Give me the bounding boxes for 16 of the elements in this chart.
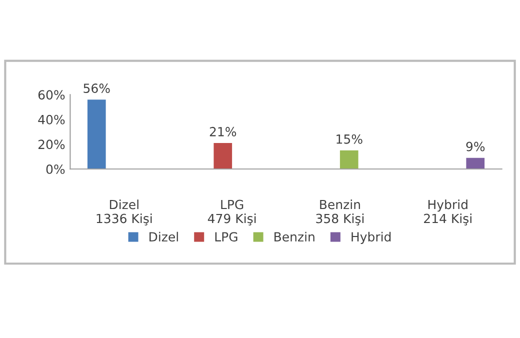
x-tick-label: Hybrid 214 Kişi	[424, 200, 472, 226]
x-tick-label: Benzin 358 Kişi	[316, 200, 364, 226]
legend-label: LPG	[215, 232, 238, 242]
data-label: 15%	[336, 134, 362, 144]
data-label: 56%	[84, 84, 110, 94]
x-tick-label: Dizel 1336 Kişi	[96, 200, 152, 226]
x-tick-label: LPG 479 Kişi	[208, 200, 256, 226]
data-label: 21%	[210, 126, 236, 136]
legend-label: Hybrid	[352, 232, 391, 244]
legend-label: Benzin	[274, 232, 314, 242]
y-tick-label: 40%	[38, 114, 65, 124]
y-tick-label: 0%	[46, 164, 65, 174]
y-tick-label: 20%	[38, 140, 65, 150]
legend-label: Dizel	[150, 232, 178, 242]
data-label: 9%	[466, 142, 485, 152]
y-tick-label: 60%	[38, 90, 65, 100]
